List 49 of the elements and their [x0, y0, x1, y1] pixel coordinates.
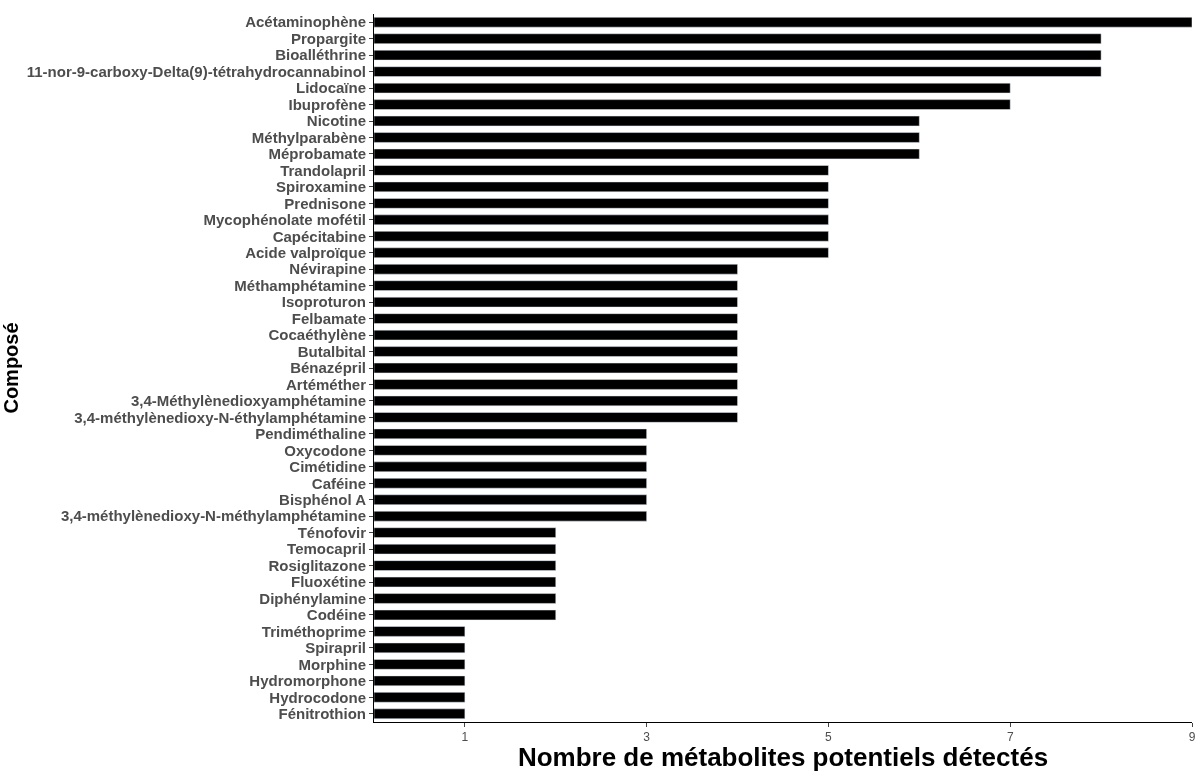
y-tick-label: Oxycodone — [284, 441, 366, 459]
x-tick-label: 7 — [1006, 730, 1014, 745]
y-tick-label: Acétaminophène — [245, 13, 366, 31]
y-tick-label: Morphine — [298, 655, 366, 673]
y-tick-label: Cimétidine — [289, 458, 366, 476]
y-tick-label: Trandolapril — [280, 161, 366, 179]
y-tick-label: Ibuprofène — [288, 95, 366, 113]
y-tick-label: Capécitabine — [272, 227, 366, 245]
y-tick-label: Mycophénolate mofétil — [203, 211, 366, 229]
y-tick-label: Cocaéthylène — [268, 326, 366, 344]
x-tick-label: 1 — [461, 730, 469, 745]
y-tick-label: Pendiméthaline — [255, 425, 366, 443]
x-axis-title: Nombre de métabolites potentiels détectés — [517, 742, 1049, 772]
x-tick-label: 5 — [825, 730, 833, 745]
y-axis-title: Composé — [0, 322, 22, 414]
y-tick-label: 3,4-méthylènedioxy-N-éthylamphétamine — [74, 408, 366, 426]
y-tick-label: Méthamphétamine — [234, 276, 366, 294]
y-tick-label: Ténofovir — [297, 523, 367, 541]
y-tick-label: Propargite — [290, 29, 366, 47]
y-tick-label: Névirapine — [289, 260, 366, 278]
y-tick-label: Spiroxamine — [275, 178, 366, 196]
y-tick-label: Temocapril — [287, 540, 366, 558]
y-tick-label: Artéméther — [285, 375, 367, 393]
y-tick-label: Bénazépril — [290, 359, 366, 377]
y-tick-label: Felbamate — [291, 309, 366, 327]
y-tick-label: 3,4-méthylènedioxy-N-méthylamphétamine — [60, 507, 366, 525]
y-tick-label: Fluoxétine — [290, 573, 366, 591]
y-tick-label: 3,4-Méthylènedioxyamphétamine — [130, 392, 366, 410]
y-tick-label: Caféine — [311, 474, 366, 492]
y-tick-label: Hydromorphone — [249, 672, 366, 690]
y-tick-label: Fénitrothion — [278, 705, 366, 723]
y-tick-label: Codéine — [306, 606, 366, 624]
y-tick-label: Prednisone — [284, 194, 366, 212]
y-tick-label: Triméthoprime — [261, 622, 366, 640]
y-tick-label: Isoproturon — [281, 293, 366, 311]
x-tick-label: 3 — [643, 730, 651, 745]
y-tick-label: Rosiglitazone — [268, 556, 366, 574]
y-tick-label: Bisphénol A — [279, 490, 367, 508]
x-tick-label: 9 — [1188, 730, 1196, 745]
y-tick-label: Méthylparabène — [251, 128, 366, 146]
y-tick-label: Méprobamate — [268, 145, 366, 163]
y-tick-label: Spirapril — [305, 639, 366, 657]
y-tick-label: 11-nor-9-carboxy-Delta(9)-tétrahydrocannabinol — [26, 62, 366, 80]
y-tick-label: Bioalléthrine — [275, 46, 366, 64]
y-tick-label: Hydrocodone — [269, 688, 366, 706]
y-tick-label: Butalbital — [297, 342, 366, 360]
y-tick-label: Lidocaïne — [295, 79, 366, 97]
y-tick-label: Diphénylamine — [259, 589, 366, 607]
y-tick-label: Nicotine — [306, 112, 366, 130]
